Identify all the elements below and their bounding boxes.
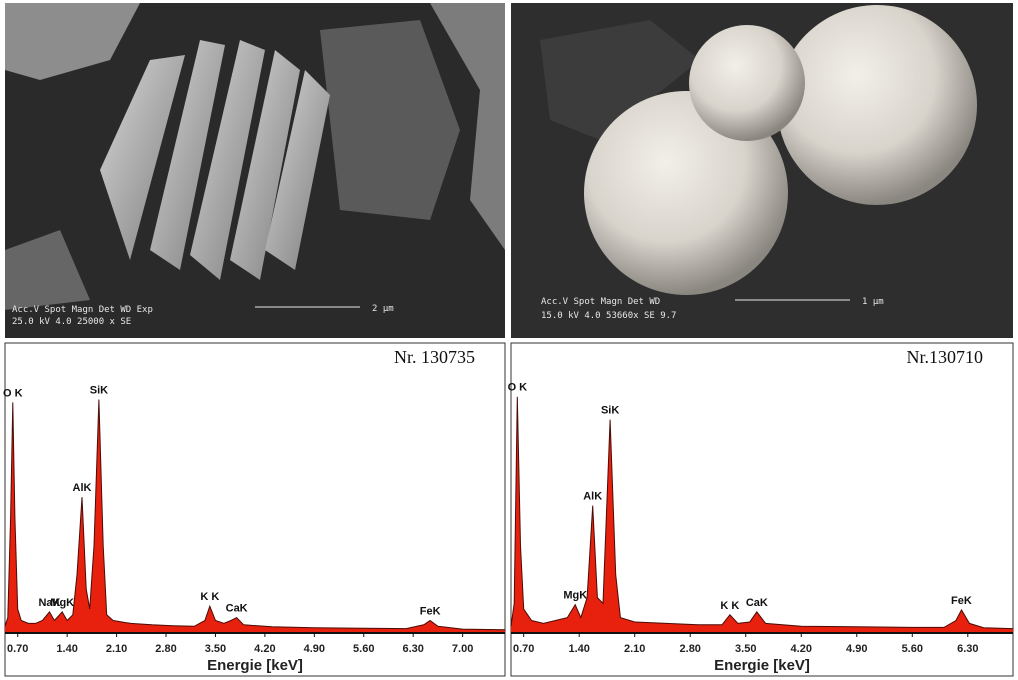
- sem-scale: 2 µm: [372, 304, 394, 314]
- x-tick-label: 6.30: [402, 643, 423, 655]
- peak-label: AlK: [73, 482, 92, 494]
- peak-label: FeK: [420, 606, 441, 618]
- x-axis-label: Energie [keV]: [207, 657, 303, 674]
- x-tick-label: 1.40: [568, 643, 589, 655]
- x-tick-label: 4.20: [254, 643, 275, 655]
- x-tick-label: 2.10: [624, 643, 645, 655]
- x-tick-label: 3.50: [735, 643, 756, 655]
- peak-label: MgK: [563, 590, 587, 602]
- x-tick-label: 1.40: [56, 643, 77, 655]
- x-tick-label: 5.60: [353, 643, 374, 655]
- spectrum-chart: 0.70 1.40 2.10 2.80 3.50 4.20 4.90 5.60 6.30 Ener…: [508, 343, 1013, 676]
- peak-label: SiK: [601, 405, 619, 417]
- figure: Acc.V Spot Magn Det WD Exp 25.0 kV 4.0 2…: [0, 0, 1018, 680]
- x-tick-label: 4.90: [846, 643, 867, 655]
- peak-label: FeK: [951, 595, 972, 607]
- chart-title: Nr.130710: [907, 347, 984, 367]
- sem-settings: 25.0 kV 4.0 25000 x SE: [12, 317, 131, 327]
- sem-header: Acc.V Spot Magn Det WD Exp: [12, 305, 153, 315]
- sem-scale: 1 µm: [862, 297, 884, 307]
- peak-label: AlK: [583, 491, 602, 503]
- sem-image: Acc.V Spot Magn Det WD Exp 25.0 kV 4.0 2…: [5, 3, 505, 338]
- peak-label: CaK: [226, 603, 248, 615]
- x-tick-label: 7.00: [452, 643, 473, 655]
- x-tick-label: 2.10: [106, 643, 127, 655]
- sem-settings: 15.0 kV 4.0 53660x SE 9.7: [541, 311, 676, 321]
- x-tick-label: 3.50: [205, 643, 226, 655]
- peak-label: CaK: [746, 597, 768, 609]
- peak-label: SiK: [90, 385, 108, 397]
- x-tick-label: 5.60: [902, 643, 923, 655]
- peak-label: O K: [508, 382, 528, 394]
- spectrum-chart: 0.70 1.40 2.10 2.80 3.50 4.20 4.90 5.60 6.30 7.00…: [3, 343, 505, 676]
- peak-label: K K: [200, 591, 219, 603]
- peak-label: MgK: [50, 597, 74, 609]
- x-tick-label: 4.90: [304, 643, 325, 655]
- peak-label: O K: [3, 387, 23, 399]
- peak-label: K K: [720, 600, 739, 612]
- x-tick-label: 0.70: [513, 643, 534, 655]
- x-tick-label: 2.80: [680, 643, 701, 655]
- x-tick-label: 4.20: [791, 643, 812, 655]
- sem-image: Acc.V Spot Magn Det WD 15.0 kV 4.0 53660…: [511, 3, 1013, 338]
- x-tick-label: 2.80: [155, 643, 176, 655]
- x-tick-label: 6.30: [957, 643, 978, 655]
- x-tick-label: 0.70: [7, 643, 28, 655]
- x-axis-label: Energie [keV]: [714, 657, 810, 674]
- chart-title: Nr. 130735: [394, 347, 475, 367]
- sem-header: Acc.V Spot Magn Det WD: [541, 297, 660, 307]
